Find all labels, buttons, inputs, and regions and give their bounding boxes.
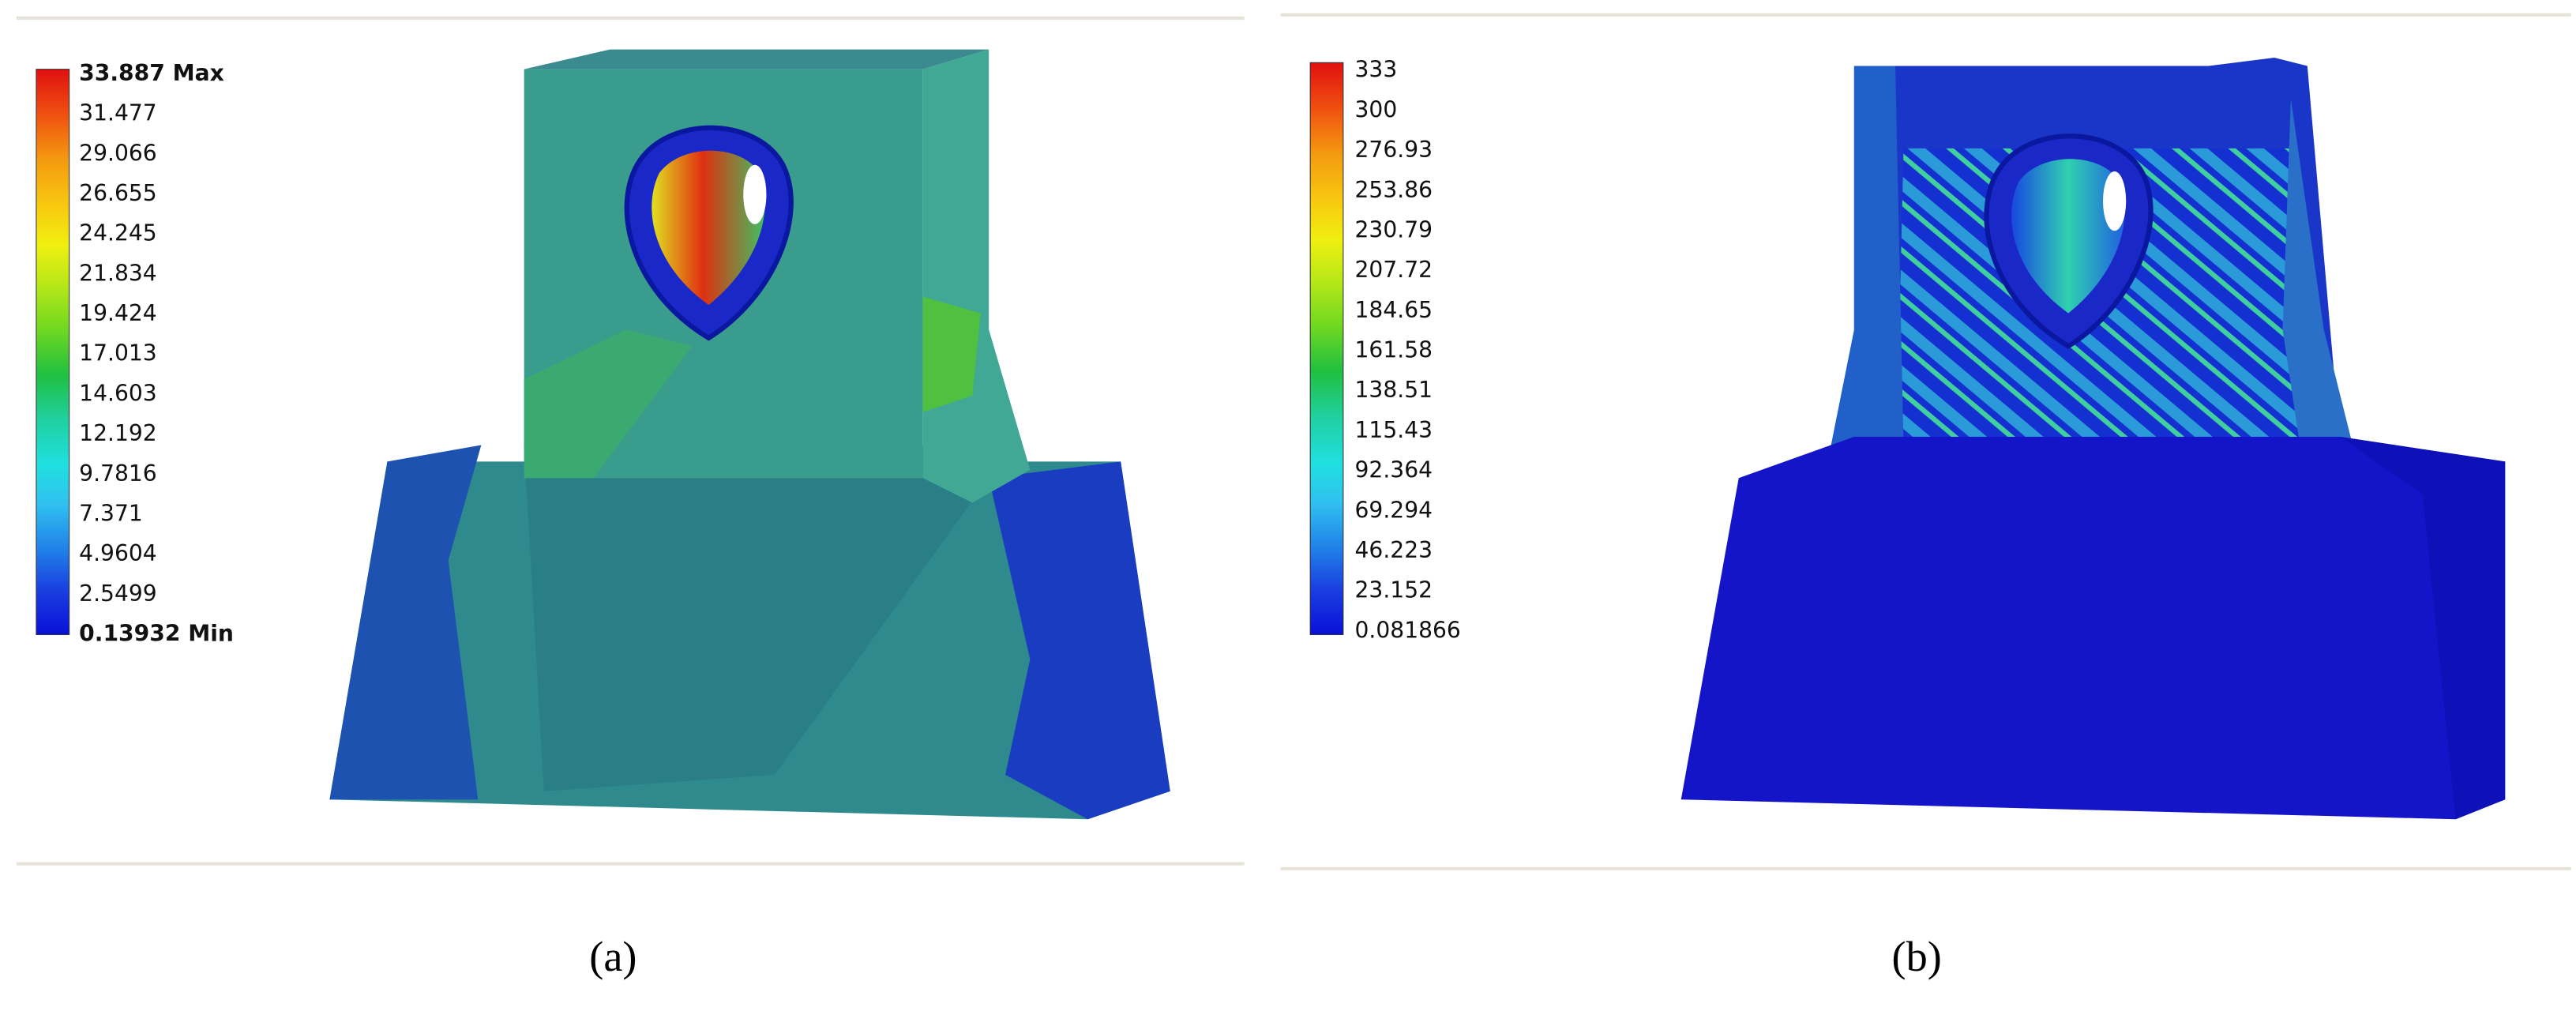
- legend-label: 19.424: [79, 300, 157, 326]
- legend-label: 26.655: [79, 180, 157, 206]
- legend-label: 9.7816: [79, 460, 157, 487]
- legend-label: 161.58: [1355, 337, 1433, 363]
- legend-label: 92.364: [1355, 457, 1433, 483]
- caption: (a): [589, 933, 636, 980]
- legend-label: 69.294: [1355, 497, 1433, 523]
- legend-label: 14.603: [79, 380, 157, 406]
- legend-label: 4.9604: [79, 540, 157, 566]
- legend-label: 300: [1355, 96, 1398, 122]
- legend-label: 207.72: [1355, 257, 1433, 283]
- legend-label: 184.65: [1355, 297, 1433, 323]
- color-scale: [36, 69, 70, 636]
- model-b: [1680, 58, 2506, 820]
- legend-label: 115.43: [1355, 417, 1433, 443]
- legend-label: 29.066: [79, 140, 157, 166]
- legend-label: 46.223: [1355, 537, 1433, 563]
- legend-label: 33.887 Max: [79, 60, 224, 86]
- legend-label: 253.86: [1355, 177, 1433, 203]
- color-scale: [1309, 62, 1344, 636]
- legend-label: 2.5499: [79, 581, 157, 607]
- legend-label: 0.13932 Min: [79, 620, 234, 646]
- legend-label: 23.152: [1355, 577, 1433, 603]
- legend-label: 276.93: [1355, 137, 1433, 163]
- legend-label: 12.192: [79, 420, 157, 446]
- legend-label: 0.081866: [1355, 617, 1461, 643]
- caption: (b): [1892, 933, 1942, 980]
- legend-label: 24.245: [79, 220, 157, 246]
- model-a: [329, 49, 1170, 820]
- legend-label: 7.371: [79, 500, 143, 526]
- legend-label: 31.477: [79, 100, 157, 126]
- legend-label: 230.79: [1355, 216, 1433, 242]
- legend-label: 138.51: [1355, 377, 1433, 403]
- legend-label: 333: [1355, 57, 1398, 83]
- legend-label: 21.834: [79, 260, 157, 286]
- figure-body: 33.887 Max 31.477 29.066 26.655 24.245 21.834…: [16, 13, 2571, 980]
- legend-label: 17.013: [79, 340, 157, 366]
